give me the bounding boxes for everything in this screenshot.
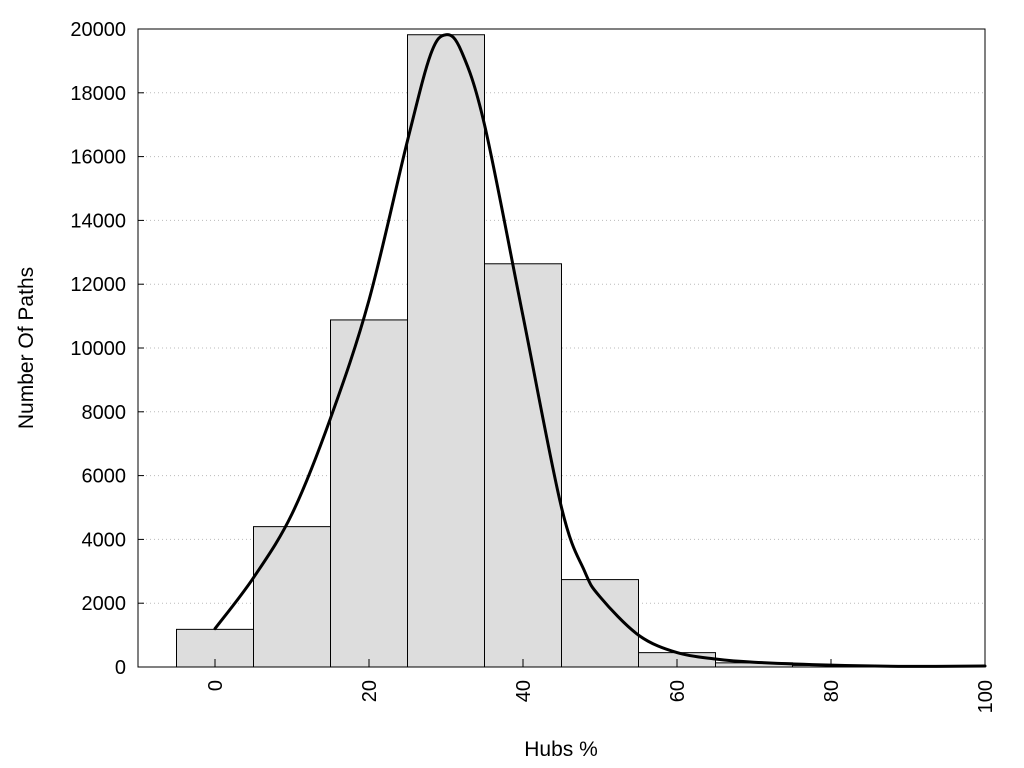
- x-tick-label: 60: [667, 680, 689, 702]
- y-tick-label: 0: [115, 657, 126, 679]
- histogram-bar: [407, 34, 485, 668]
- y-tick-label: 18000: [70, 83, 126, 105]
- x-tick-label: 20: [359, 680, 381, 702]
- x-tick-label: 100: [975, 680, 997, 713]
- x-axis-label: Hubs %: [524, 738, 598, 761]
- histogram-bars: [176, 34, 986, 668]
- histogram-bar: [561, 579, 639, 668]
- x-tick-label: 40: [513, 680, 535, 702]
- x-tick-label: 0: [205, 680, 227, 691]
- y-axis-label: Number Of Paths: [15, 267, 38, 429]
- histogram-bar: [330, 319, 408, 668]
- y-tick-label: 16000: [70, 147, 126, 169]
- axis-ticks: 0 2000 4000 6000 8000 10000 12000 14000 16000 180…: [70, 19, 997, 713]
- y-tick-label: 14000: [70, 210, 126, 232]
- x-tick-label: 80: [821, 680, 843, 702]
- histogram-bar: [484, 263, 562, 668]
- density-curve-line: [213, 33, 987, 668]
- y-tick-label: 6000: [82, 466, 127, 488]
- y-tick-label: 20000: [70, 19, 126, 41]
- y-tick-label: 12000: [70, 274, 126, 296]
- y-tick-label: 10000: [70, 338, 126, 360]
- y-tick-label: 8000: [82, 402, 127, 424]
- histogram-bar: [253, 526, 331, 668]
- density-curve-layer: [213, 33, 987, 668]
- y-tick-label: 4000: [82, 529, 127, 551]
- y-tick-label: 2000: [82, 593, 127, 615]
